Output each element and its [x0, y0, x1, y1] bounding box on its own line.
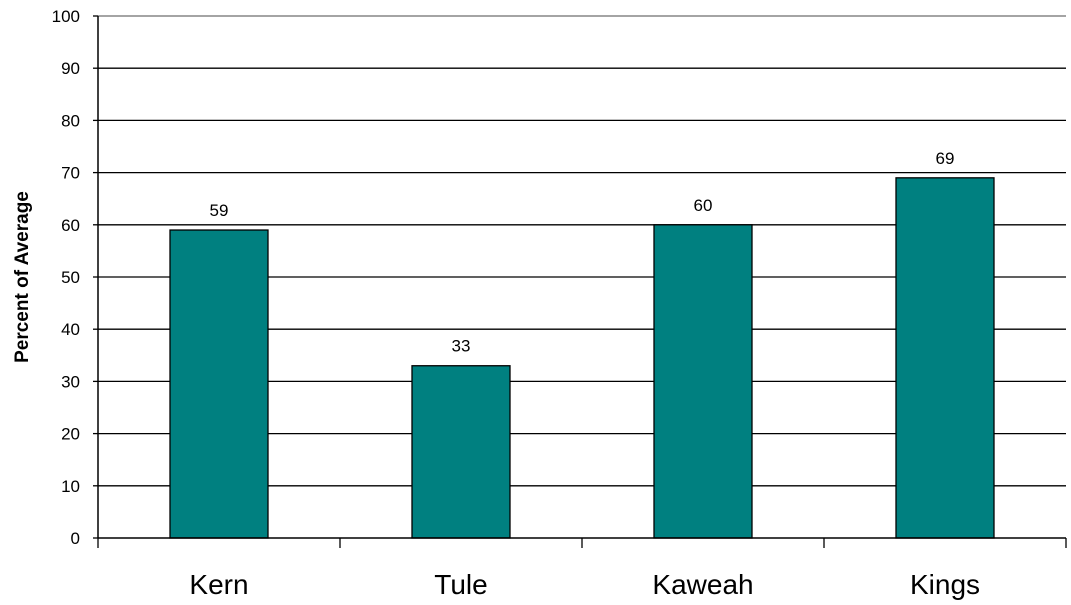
y-tick-labels: 0 10 20 30 40 50 60 70 80 90 100 [52, 7, 80, 548]
data-label: 69 [936, 149, 955, 168]
data-label: 60 [694, 196, 713, 215]
bar-kings [895, 177, 995, 539]
data-labels: 59 33 60 69 [210, 149, 955, 356]
y-tick-label: 90 [61, 59, 80, 78]
y-tick-label: 30 [61, 372, 80, 391]
y-axis-title: Percent of Average [12, 191, 33, 363]
x-category-label: Kaweah [652, 569, 753, 600]
x-category-label: Kings [910, 569, 980, 600]
y-tick-label: 80 [61, 111, 80, 130]
y-tick-label: 0 [71, 529, 80, 548]
data-label: 59 [210, 201, 229, 220]
y-tick-label: 70 [61, 164, 80, 183]
bar-kern [169, 229, 269, 539]
x-category-label: Kern [189, 569, 248, 600]
axes [93, 15, 1067, 548]
y-tick-label: 50 [61, 268, 80, 287]
data-label: 33 [452, 337, 471, 356]
y-tick-label: 40 [61, 320, 80, 339]
y-tick-label: 100 [52, 7, 80, 26]
y-tick-label: 60 [61, 216, 80, 235]
x-category-label: Tule [434, 569, 487, 600]
bar-kaweah [653, 224, 753, 539]
y-tick-label: 20 [61, 425, 80, 444]
y-tick-label: 10 [61, 477, 80, 496]
bar-tule [411, 365, 511, 539]
bars [169, 177, 995, 539]
x-category-labels: Kern Tule Kaweah Kings [189, 569, 980, 600]
